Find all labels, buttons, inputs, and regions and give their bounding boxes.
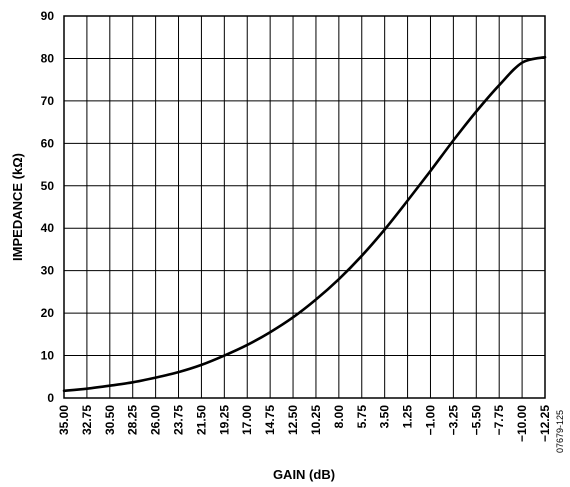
x-tick-label: −5.50 [469,405,483,436]
x-tick-label: 28.25 [126,405,140,435]
x-tick-label: 3.50 [378,405,392,429]
figure-id: 07679-125 [555,410,565,453]
y-tick-label: 50 [41,179,55,193]
impedance-curve [62,55,547,393]
x-tick-label: −7.75 [492,405,506,436]
x-axis-title: GAIN (dB) [273,467,335,482]
x-tick-label: −1.00 [423,405,437,436]
x-tick-label: 5.75 [355,405,369,429]
y-tick-label: 70 [41,94,55,108]
y-tick-label: 60 [41,136,55,150]
y-tick-label: 90 [41,9,55,23]
y-axis-title: IMPEDANCE (kΩ) [10,153,25,261]
x-tick-label: 14.75 [263,405,277,435]
x-tick-label: 21.50 [194,405,208,435]
x-tick-label: 12.50 [286,405,300,435]
y-tick-label: 10 [41,349,55,363]
y-tick-label: 30 [41,264,55,278]
x-tick-label: 8.00 [332,405,346,429]
x-tick-label: 17.00 [240,405,254,435]
x-tick-label: −12.25 [538,405,552,442]
y-tick-label: 80 [41,51,55,65]
y-tick-label: 0 [47,391,54,405]
y-tick-label: 20 [41,306,55,320]
y-tick-label: 40 [41,221,55,235]
plot-frame [63,15,546,399]
x-tick-label: −10.00 [515,405,529,442]
x-tick-label: 23.75 [172,405,186,435]
x-tick-label: 30.50 [103,405,117,435]
x-tick-label: 10.25 [309,405,323,435]
x-tick-label: 32.75 [80,405,94,435]
x-tick-label: 26.00 [149,405,163,435]
x-tick-label: 1.25 [401,405,415,429]
x-tick-label: −3.25 [446,405,460,436]
x-tick-label: 19.25 [217,405,231,435]
x-tick-label: 35.00 [57,405,71,435]
